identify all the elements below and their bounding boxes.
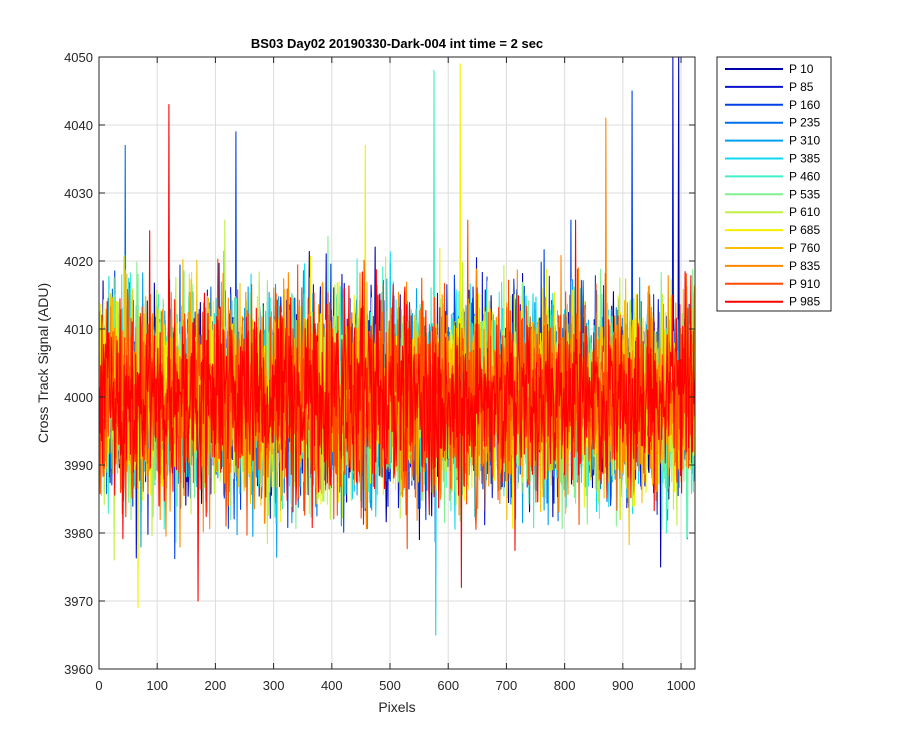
- legend-label: P 160: [789, 98, 820, 112]
- legend-label: P 460: [789, 169, 820, 183]
- legend-label: P 610: [789, 205, 820, 219]
- legend-label: P 685: [789, 223, 820, 237]
- x-tick-label: 300: [263, 678, 285, 693]
- x-tick-label: 800: [554, 678, 576, 693]
- plot-frame: [98, 56, 696, 670]
- legend-label: P 235: [789, 116, 820, 130]
- series-lines: [98, 56, 696, 636]
- x-axis-label: Pixels: [378, 699, 415, 715]
- x-tick-label: 600: [437, 678, 459, 693]
- legend-label: P 310: [789, 134, 820, 148]
- x-tick-label: 900: [612, 678, 634, 693]
- legend-label: P 10: [789, 62, 814, 76]
- y-tick-label: 4040: [64, 118, 93, 133]
- legend-label: P 535: [789, 187, 820, 201]
- y-axis-label: Cross Track Signal (ADU): [35, 283, 51, 443]
- legend-label: P 835: [789, 259, 820, 273]
- legend-label: P 760: [789, 241, 820, 255]
- legend-label: P 385: [789, 152, 820, 166]
- x-tick-label: 100: [146, 678, 168, 693]
- y-tick-label: 4050: [64, 50, 93, 65]
- legend-label: P 985: [789, 295, 820, 309]
- axis-ticks: 0 100 200 300 400 500 600 700 800 900 1000 3960 3970…: [64, 50, 695, 693]
- y-tick-label: 4000: [64, 390, 93, 405]
- y-tick-label: 3960: [64, 662, 93, 677]
- y-tick-label: 4030: [64, 186, 93, 201]
- legend-box: [716, 56, 832, 312]
- chart-title: BS03 Day02 20190330-Dark-004 int time = …: [251, 36, 543, 51]
- y-tick-label: 3980: [64, 526, 93, 541]
- y-tick-label: 4010: [64, 322, 93, 337]
- x-tick-label: 200: [205, 678, 227, 693]
- legend-label: P 85: [789, 80, 814, 94]
- y-tick-label: 3990: [64, 458, 93, 473]
- x-tick-label: 1000: [667, 678, 696, 693]
- y-tick-label: 3970: [64, 594, 93, 609]
- legend-label: P 910: [789, 277, 820, 291]
- x-tick-label: 0: [95, 678, 102, 693]
- y-tick-label: 4020: [64, 254, 93, 269]
- series-line-p-985: [98, 104, 696, 602]
- x-tick-label: 400: [321, 678, 343, 693]
- legend: P 10 P 85 P 160 P 235 P 310 P 385 P 460 P 535 P …: [716, 56, 832, 312]
- x-tick-label: 700: [496, 678, 518, 693]
- x-tick-label: 500: [379, 678, 401, 693]
